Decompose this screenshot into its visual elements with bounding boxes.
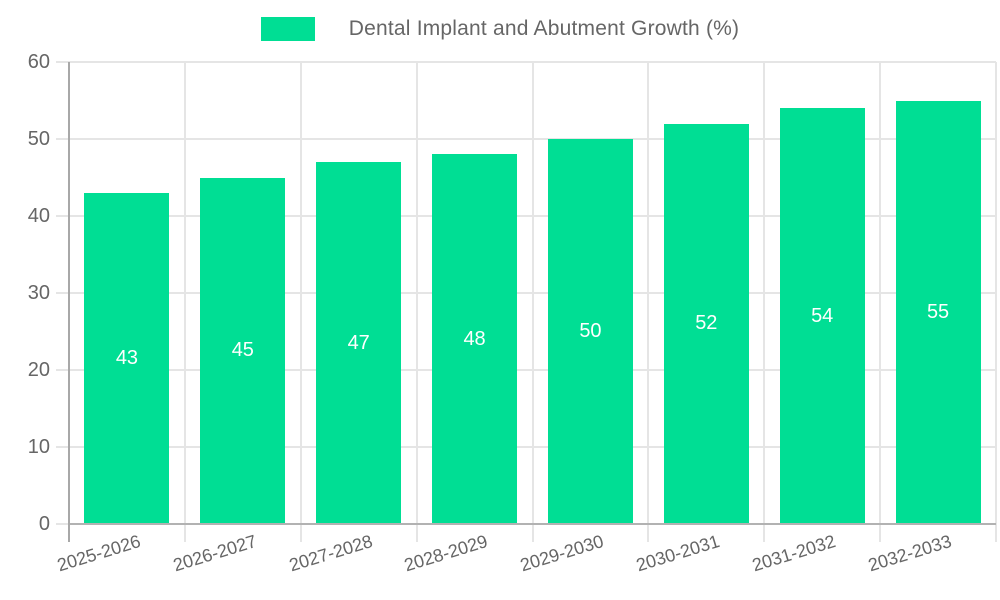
legend-swatch xyxy=(260,17,315,41)
bar-value-label: 45 xyxy=(231,339,254,362)
y-axis-label: 20 xyxy=(27,359,50,381)
bar-2030-2031[interactable]: 52 xyxy=(663,123,749,524)
y-axis-label: 10 xyxy=(27,436,50,458)
bar-value-label: 55 xyxy=(926,300,950,323)
x-axis-line xyxy=(69,523,996,525)
gridline-horizontal xyxy=(56,138,996,140)
y-axis-tick xyxy=(56,523,69,525)
gridline-vertical xyxy=(299,62,302,542)
bar-value-label: 43 xyxy=(115,346,139,369)
y-axis-label: 60 xyxy=(27,51,50,73)
bar-value-label: 54 xyxy=(811,304,834,327)
y-axis-label: 0 xyxy=(38,513,50,535)
gridline-vertical xyxy=(415,62,418,542)
y-axis-line xyxy=(68,62,70,542)
gridline-horizontal xyxy=(56,61,996,63)
gridline-horizontal xyxy=(56,446,996,448)
gridline-horizontal xyxy=(56,292,996,294)
gridline-vertical xyxy=(647,62,650,542)
gridline-horizontal xyxy=(56,369,996,371)
bar-value-label: 48 xyxy=(463,327,486,350)
bar-2025-2026[interactable]: 43 xyxy=(84,192,170,524)
y-axis-label: 50 xyxy=(27,128,50,150)
bar-value-label: 52 xyxy=(695,312,718,335)
legend-item[interactable]: Dental Implant and Abutment Growth (%) xyxy=(0,17,1000,41)
gridline-vertical xyxy=(183,62,186,542)
gridline-vertical xyxy=(995,62,997,542)
gridline-vertical xyxy=(531,62,534,542)
gridline-vertical xyxy=(879,62,882,542)
y-axis-label: 40 xyxy=(27,205,50,227)
gridline-vertical xyxy=(763,62,766,542)
bar-2026-2027[interactable]: 45 xyxy=(200,177,286,524)
bar-2028-2029[interactable]: 48 xyxy=(432,154,518,524)
gridline-horizontal xyxy=(56,215,996,217)
bar-2031-2032[interactable]: 54 xyxy=(779,108,865,524)
bar-2027-2028[interactable]: 47 xyxy=(316,162,402,524)
legend-label: Dental Implant and Abutment Growth (%) xyxy=(348,17,740,40)
bar-2029-2030[interactable]: 50 xyxy=(547,139,633,524)
bar-value-label: 47 xyxy=(347,331,370,354)
bar-2032-2033[interactable]: 55 xyxy=(895,100,981,524)
y-axis-label: 30 xyxy=(27,282,50,304)
bar-value-label: 50 xyxy=(579,320,602,342)
